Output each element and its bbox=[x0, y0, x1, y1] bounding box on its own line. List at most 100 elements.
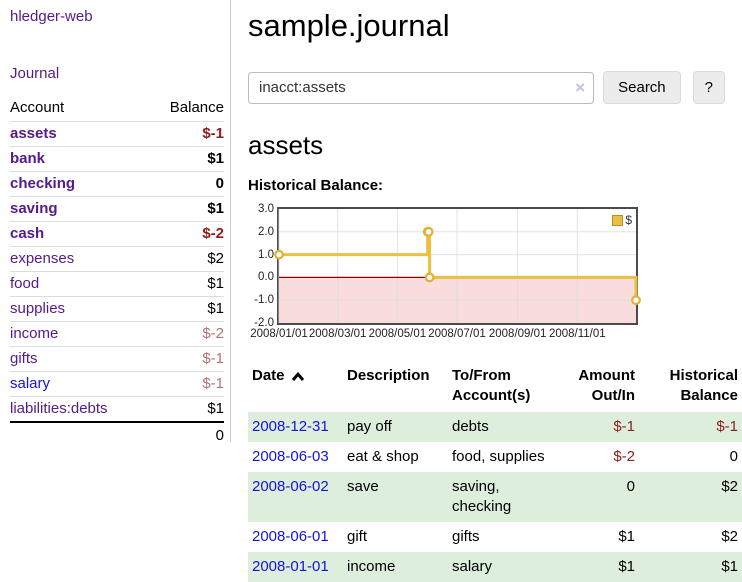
chart-canvas bbox=[279, 209, 636, 323]
account-link[interactable]: expenses bbox=[10, 250, 74, 267]
account-row: saving $1 bbox=[10, 197, 224, 222]
account-row: expenses$2 bbox=[10, 247, 224, 272]
transaction-description: gift bbox=[343, 522, 448, 552]
transaction-balance: $-1 bbox=[639, 412, 742, 442]
account-link[interactable]: food bbox=[10, 275, 39, 292]
register-row: 2008-06-02savesaving, checking0$2 bbox=[248, 472, 742, 522]
transaction-date-link[interactable]: 2008-01-01 bbox=[252, 558, 329, 575]
search-input[interactable] bbox=[248, 72, 594, 104]
account-balance: $-1 bbox=[148, 372, 224, 397]
transaction-date-link[interactable]: 2008-06-02 bbox=[252, 478, 329, 495]
x-axis-tick-label: 2008/11/01 bbox=[549, 328, 606, 340]
y-axis-tick-label: 1.0 bbox=[258, 249, 274, 261]
transaction-description: income bbox=[343, 552, 448, 582]
chart-data-point bbox=[426, 274, 434, 282]
register-header-row: Date Description To/From Account(s) Amou… bbox=[248, 364, 742, 412]
transaction-date-link[interactable]: 2008-06-01 bbox=[252, 528, 329, 545]
chart-y-axis-labels: 3.02.01.00.0-1.0-2.0 bbox=[248, 207, 277, 325]
accounts-table: Account Balance assets$-1bank$1checking0… bbox=[10, 96, 224, 448]
transaction-amount: $1 bbox=[556, 552, 639, 582]
chart-plot-area[interactable]: $ bbox=[277, 207, 638, 325]
account-link[interactable]: supplies bbox=[10, 300, 65, 317]
account-row: food $1 bbox=[10, 272, 224, 297]
transaction-date-link[interactable]: 2008-06-03 bbox=[252, 448, 329, 465]
y-axis-tick-label: 0.0 bbox=[258, 271, 274, 283]
register-row: 2008-06-03 eat & shopfood, supplies$-20 bbox=[248, 442, 742, 472]
transaction-description: pay off bbox=[343, 412, 448, 442]
clear-search-icon[interactable]: × bbox=[575, 78, 585, 98]
legend-swatch bbox=[612, 215, 623, 226]
account-row: gifts$-1 bbox=[10, 347, 224, 372]
transaction-date-link[interactable]: 2008-12-31 bbox=[252, 418, 329, 435]
account-row: income $-2 bbox=[10, 322, 224, 347]
transaction-amount: 0 bbox=[556, 472, 639, 522]
transaction-description: eat & shop bbox=[343, 442, 448, 472]
app-title-link[interactable]: hledger-web bbox=[10, 8, 93, 25]
search-input-wrap: × bbox=[248, 72, 594, 104]
account-balance: $-2 bbox=[148, 322, 224, 347]
transaction-accounts: food, supplies bbox=[448, 442, 556, 472]
account-link[interactable]: assets bbox=[10, 125, 57, 142]
account-balance: $1 bbox=[148, 272, 224, 297]
chart-legend: $ bbox=[612, 213, 632, 227]
register-table-body: 2008-12-31pay offdebts$-1$-12008-06-03ea… bbox=[248, 412, 742, 582]
chart-data-point bbox=[632, 296, 640, 304]
chart-x-axis-labels: 2008/01/012008/03/012008/05/012008/07/01… bbox=[277, 328, 638, 344]
transaction-accounts: debts bbox=[448, 412, 556, 442]
account-link[interactable]: checking bbox=[10, 175, 75, 192]
register-header-description: Description bbox=[343, 364, 448, 412]
account-balance: $1 bbox=[148, 297, 224, 322]
accounts-table-header-row: Account Balance bbox=[10, 96, 224, 122]
x-axis-tick-label: 2008/07/01 bbox=[428, 328, 486, 340]
x-axis-tick-label: 2008/05/01 bbox=[369, 328, 427, 340]
legend-label: $ bbox=[625, 213, 632, 227]
transaction-accounts: saving, checking bbox=[448, 472, 556, 522]
register-header-accounts: To/From Account(s) bbox=[448, 364, 556, 412]
x-axis-tick-label: 2008/03/01 bbox=[309, 328, 367, 340]
register-row: 2008-12-31pay offdebts$-1$-1 bbox=[248, 412, 742, 442]
transaction-accounts: salary bbox=[448, 552, 556, 582]
search-bar: × Search ? bbox=[248, 71, 725, 104]
accounts-header-account: Account bbox=[10, 96, 148, 122]
y-axis-tick-label: 2.0 bbox=[258, 226, 274, 238]
account-row: checking0 bbox=[10, 172, 224, 197]
account-link[interactable]: salary bbox=[10, 375, 50, 392]
transaction-amount: $1 bbox=[556, 522, 639, 552]
help-button[interactable]: ? bbox=[693, 71, 725, 104]
account-row: bank$1 bbox=[10, 147, 224, 172]
register-row: 2008-06-01giftgifts$1$2 bbox=[248, 522, 742, 552]
main-content: sample.journal × Search ? assets Histori… bbox=[231, 0, 725, 582]
search-button[interactable]: Search bbox=[603, 71, 681, 104]
transaction-balance: $1 bbox=[639, 552, 742, 582]
account-link[interactable]: bank bbox=[10, 150, 45, 167]
account-balance: $-2 bbox=[148, 222, 224, 247]
transaction-accounts: gifts bbox=[448, 522, 556, 552]
transaction-balance: $2 bbox=[639, 472, 742, 522]
accounts-total-row: 0 bbox=[10, 422, 224, 448]
sidebar-item-journal[interactable]: Journal bbox=[10, 65, 224, 82]
account-row: liabilities:debts $1 bbox=[10, 397, 224, 423]
transaction-balance: 0 bbox=[639, 442, 742, 472]
account-balance: $1 bbox=[148, 397, 224, 423]
sidebar: hledger-web Journal Account Balance asse… bbox=[0, 0, 231, 442]
transaction-amount: $-2 bbox=[556, 442, 639, 472]
account-link[interactable]: income bbox=[10, 325, 58, 342]
account-balance: $1 bbox=[148, 197, 224, 222]
register-table: Date Description To/From Account(s) Amou… bbox=[248, 364, 742, 582]
account-row: assets$-1 bbox=[10, 122, 224, 147]
account-link[interactable]: liabilities:debts bbox=[10, 400, 108, 417]
register-header-date[interactable]: Date bbox=[248, 364, 343, 412]
register-header-amount: Amount Out/In bbox=[556, 364, 639, 412]
y-axis-tick-label: 3.0 bbox=[258, 203, 274, 215]
account-link[interactable]: gifts bbox=[10, 350, 38, 367]
account-link[interactable]: saving bbox=[10, 200, 58, 217]
accounts-table-body: assets$-1bank$1checking0saving$1cash$-2e… bbox=[10, 122, 224, 449]
chart-data-point bbox=[425, 228, 433, 236]
register-header-balance: Historical Balance bbox=[639, 364, 742, 412]
account-row: cash $-2 bbox=[10, 222, 224, 247]
y-axis-tick-label: -1.0 bbox=[254, 294, 274, 306]
account-page-title: assets bbox=[248, 130, 725, 160]
account-link[interactable]: cash bbox=[10, 225, 44, 242]
sort-asc-icon bbox=[291, 372, 305, 382]
x-axis-tick-label: 2008/09/01 bbox=[489, 328, 547, 340]
